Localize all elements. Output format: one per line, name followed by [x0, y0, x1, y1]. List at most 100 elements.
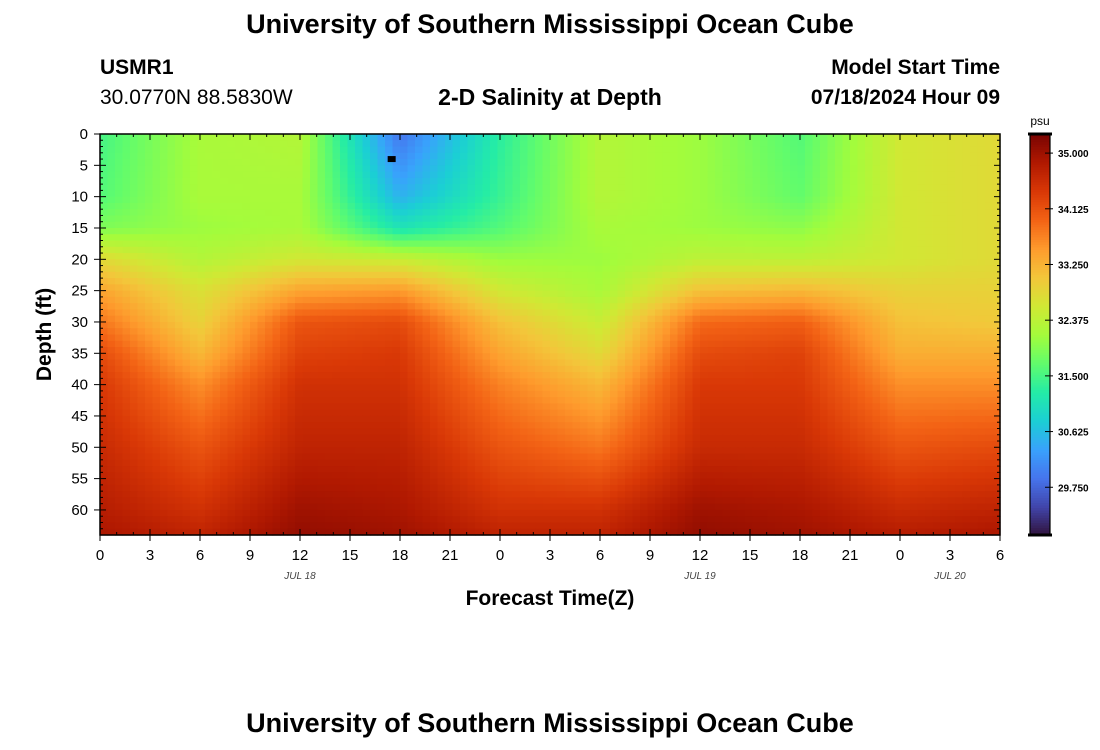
- page-title: University of Southern Mississippi Ocean…: [246, 9, 854, 39]
- heatmap-cell: [932, 328, 941, 336]
- heatmap-cell: [115, 221, 124, 229]
- heatmap-cell: [587, 315, 596, 323]
- heatmap-cell: [977, 221, 986, 229]
- heatmap-cell: [865, 271, 874, 279]
- heatmap-cell: [130, 240, 139, 248]
- heatmap-cell: [947, 296, 956, 304]
- heatmap-cell: [475, 159, 484, 166]
- heatmap-cell: [437, 196, 446, 204]
- heatmap-cell: [970, 140, 979, 148]
- heatmap-cell: [955, 296, 964, 304]
- heatmap-cell: [197, 384, 206, 392]
- heatmap-cell: [850, 309, 859, 317]
- heatmap-cell: [422, 240, 431, 248]
- heatmap-cell: [272, 159, 281, 166]
- heatmap-cell: [580, 378, 589, 386]
- heatmap-cell: [467, 321, 476, 329]
- heatmap-cell: [685, 334, 694, 342]
- heatmap-cell: [422, 353, 431, 361]
- heatmap-cell: [287, 246, 296, 254]
- heatmap-cell: [940, 171, 949, 179]
- heatmap-cell: [160, 315, 169, 323]
- heatmap-cell: [167, 384, 176, 392]
- heatmap-cell: [272, 303, 281, 311]
- heatmap-cell: [272, 365, 281, 373]
- heatmap-cell: [655, 290, 664, 298]
- heatmap-cell: [887, 353, 896, 361]
- heatmap-cell: [392, 209, 401, 217]
- heatmap-cell: [122, 378, 131, 386]
- heatmap-cell: [925, 271, 934, 279]
- heatmap-cell: [152, 353, 161, 361]
- heatmap-cell: [302, 309, 311, 317]
- heatmap-cell: [325, 340, 334, 348]
- heatmap-cell: [197, 196, 206, 204]
- heatmap-cell: [670, 253, 679, 260]
- heatmap-cell: [325, 246, 334, 254]
- heatmap-cell: [460, 290, 469, 298]
- heatmap-cell: [400, 240, 409, 248]
- heatmap-cell: [235, 171, 244, 179]
- heatmap-cell: [362, 334, 371, 342]
- heatmap-cell: [377, 372, 386, 379]
- heatmap-cell: [535, 390, 544, 398]
- heatmap-cell: [902, 271, 911, 279]
- heatmap-cell: [280, 190, 289, 198]
- heatmap-cell: [842, 177, 851, 185]
- heatmap-cell: [692, 296, 701, 304]
- heatmap-cell: [475, 347, 484, 354]
- heatmap-cell: [617, 372, 626, 379]
- heatmap-cell: [400, 278, 409, 285]
- heatmap-cell: [557, 315, 566, 323]
- heatmap-cell: [355, 215, 364, 223]
- heatmap-cell: [302, 390, 311, 398]
- heatmap-cell: [932, 321, 941, 329]
- heatmap-cell: [302, 246, 311, 254]
- heatmap-cell: [220, 315, 229, 323]
- heatmap-cell: [850, 278, 859, 285]
- heatmap-cell: [422, 328, 431, 336]
- heatmap-cell: [730, 303, 739, 311]
- heatmap-cell: [355, 246, 364, 254]
- heatmap-cell: [272, 290, 281, 298]
- heatmap-cell: [295, 253, 304, 260]
- heatmap-cell: [587, 365, 596, 373]
- heatmap-cell: [197, 159, 206, 166]
- heatmap-cell: [257, 359, 266, 367]
- heatmap-cell: [460, 359, 469, 367]
- heatmap-cell: [700, 303, 709, 311]
- heatmap-cell: [407, 353, 416, 361]
- heatmap-cell: [970, 372, 979, 379]
- heatmap-cell: [895, 209, 904, 217]
- heatmap-cell: [670, 196, 679, 204]
- heatmap-cell: [745, 334, 754, 342]
- heatmap-cell: [865, 315, 874, 323]
- heatmap-cell: [197, 253, 206, 260]
- heatmap-cell: [160, 253, 169, 260]
- heatmap-cell: [115, 353, 124, 361]
- heatmap-cell: [557, 140, 566, 148]
- heatmap-cell: [602, 328, 611, 336]
- heatmap-cell: [655, 196, 664, 204]
- heatmap-cell: [550, 184, 559, 191]
- heatmap-cell: [332, 309, 341, 317]
- heatmap-cell: [370, 196, 379, 204]
- heatmap-cell: [820, 271, 829, 279]
- heatmap-cell: [437, 171, 446, 179]
- heatmap-cell: [340, 284, 349, 292]
- heatmap-cell: [820, 227, 829, 235]
- heatmap-cell: [940, 253, 949, 260]
- heatmap-cell: [407, 365, 416, 373]
- heatmap-cell: [632, 290, 641, 298]
- heatmap-cell: [895, 321, 904, 329]
- heatmap-cell: [685, 259, 694, 267]
- heatmap-cell: [422, 390, 431, 398]
- heatmap-cell: [857, 290, 866, 298]
- heatmap-cell: [160, 384, 169, 392]
- heatmap-cell: [407, 359, 416, 367]
- heatmap-cell: [302, 359, 311, 367]
- heatmap-cell: [910, 177, 919, 185]
- heatmap-cell: [205, 271, 214, 279]
- heatmap-cell: [370, 190, 379, 198]
- heatmap-cell: [362, 372, 371, 379]
